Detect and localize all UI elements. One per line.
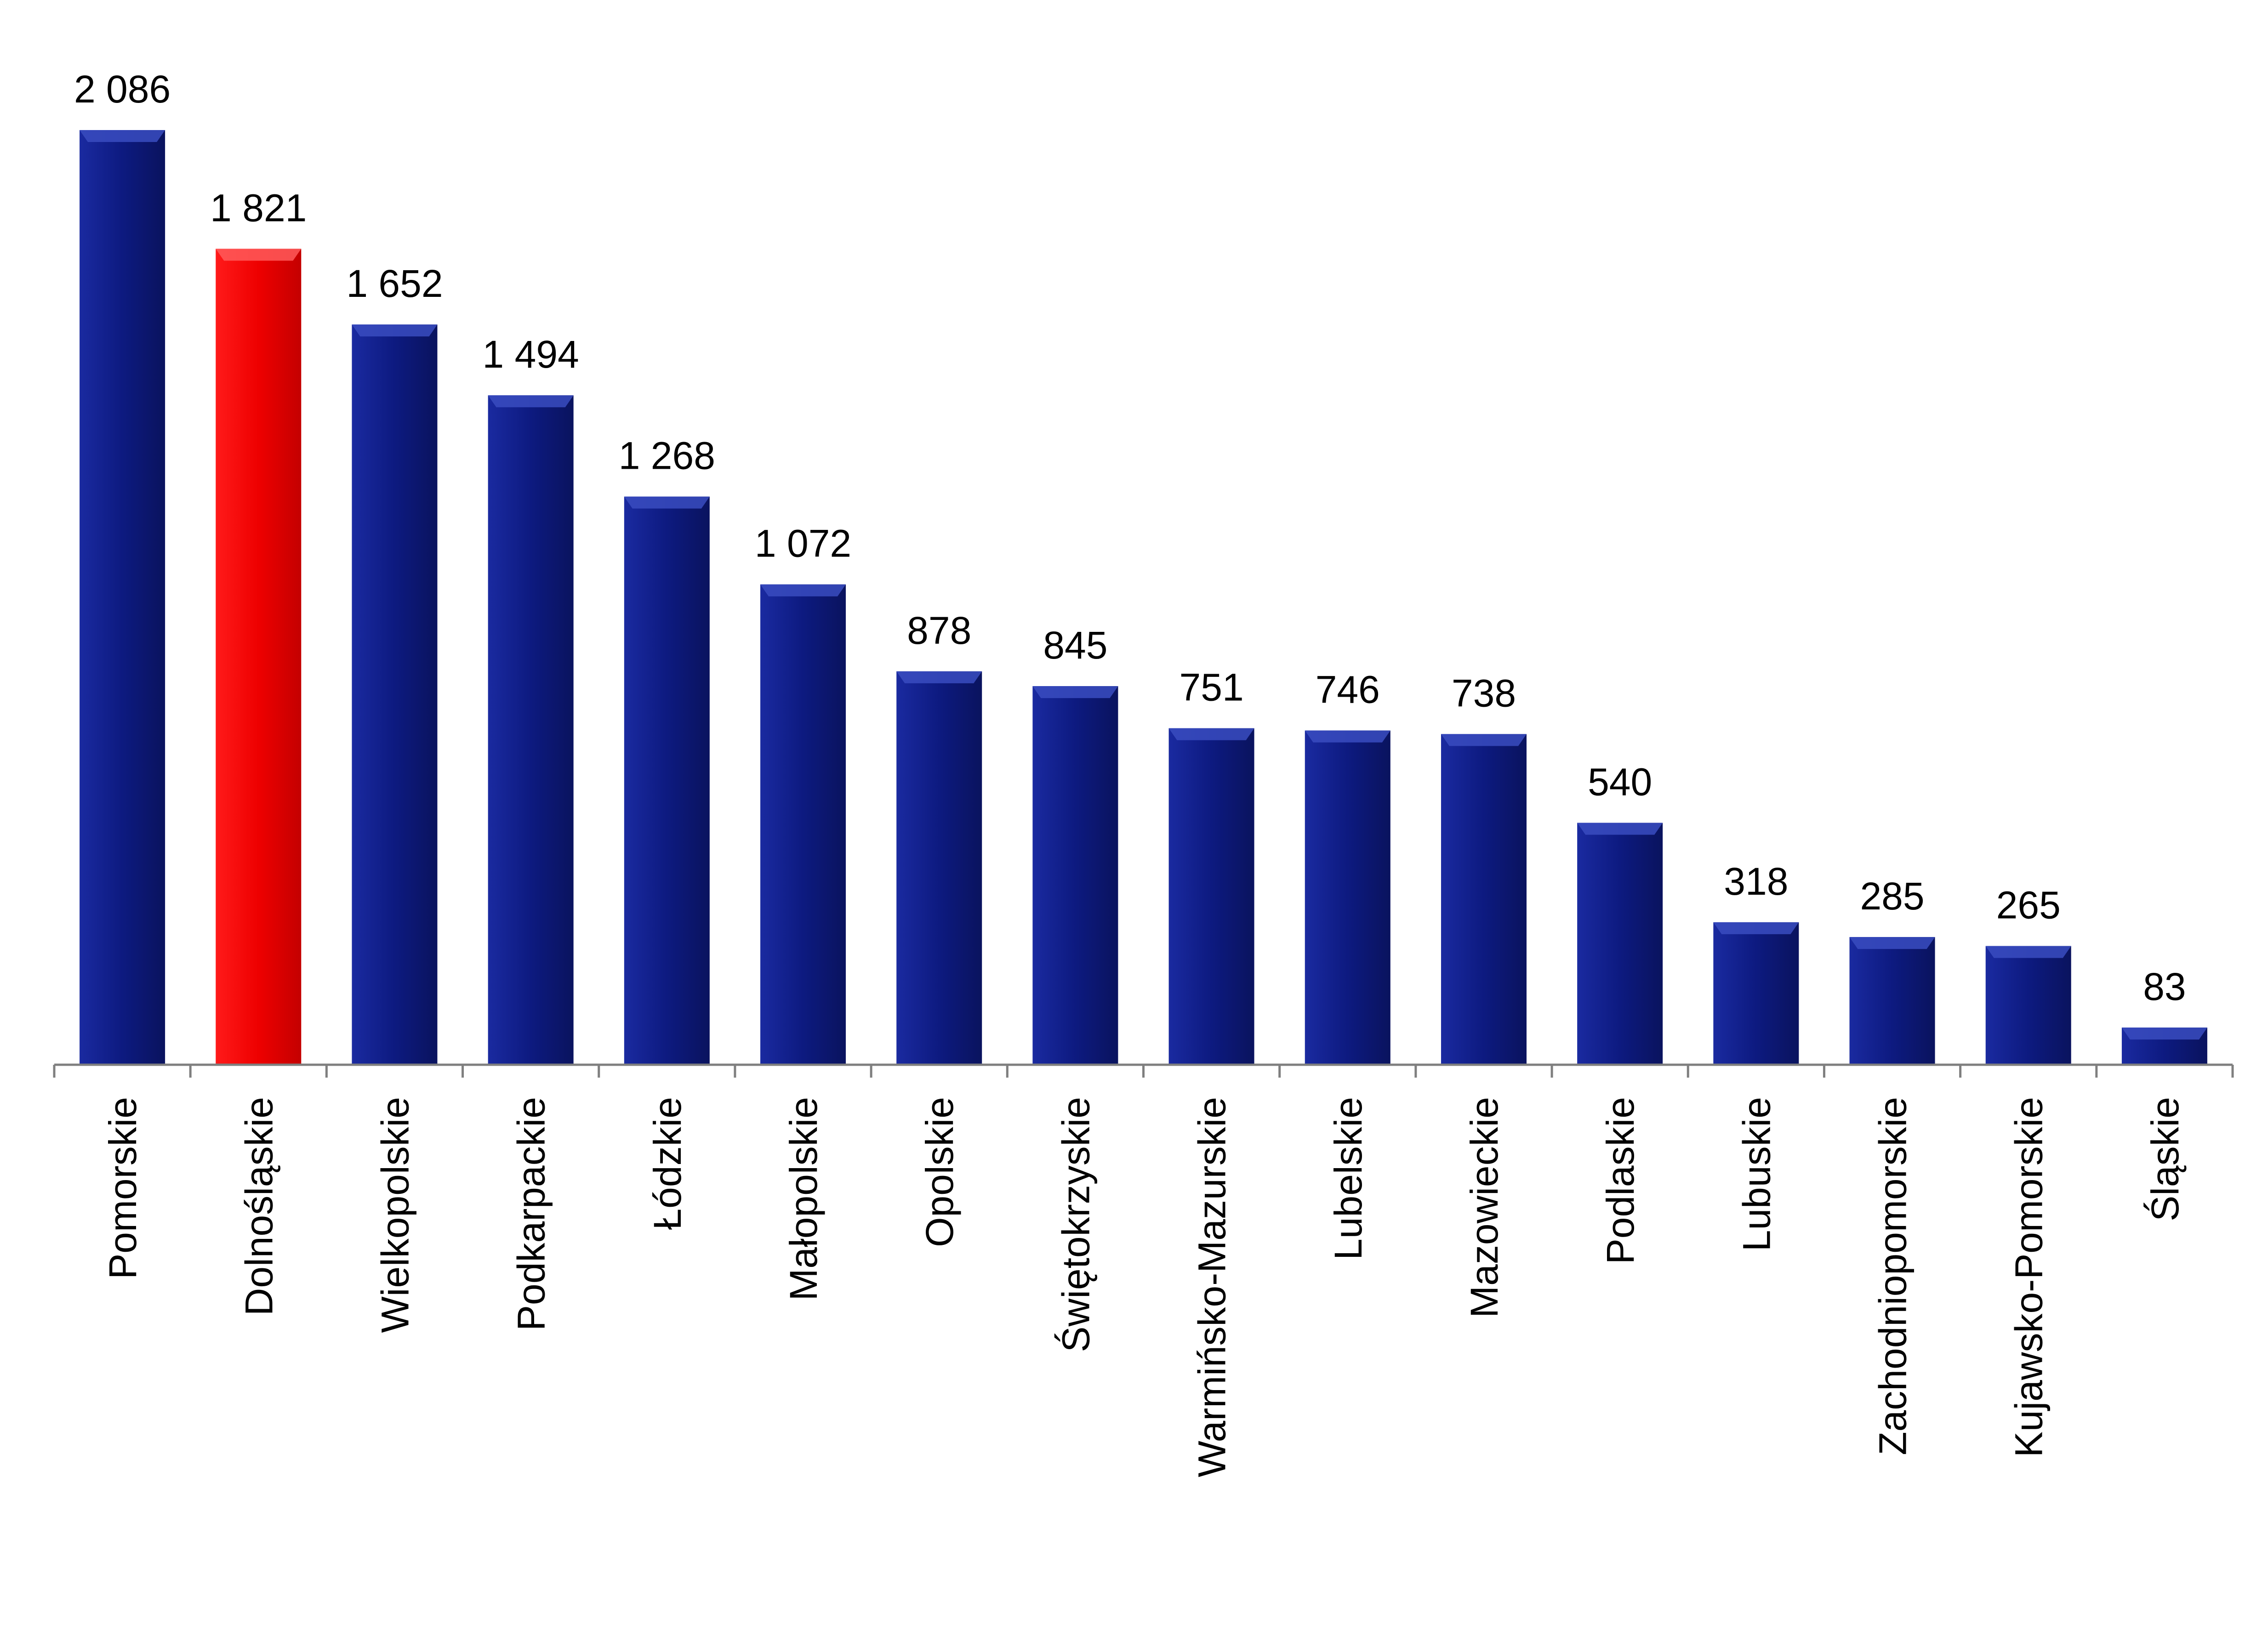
bar-3: [488, 395, 574, 1065]
category-label-11: Podlaskie: [1599, 1097, 1642, 1264]
bar-1: [216, 249, 302, 1065]
value-label-11: 540: [1588, 760, 1652, 803]
value-label-0: 2 086: [74, 68, 171, 111]
category-label-10: Mazowieckie: [1463, 1097, 1506, 1318]
value-label-5: 1 072: [755, 522, 851, 565]
bar-cap-10: [1441, 734, 1527, 746]
bar-cap-6: [896, 671, 982, 683]
bar-cap-0: [80, 130, 165, 142]
category-label-12: Lubuskie: [1735, 1097, 1778, 1251]
category-label-7: Świętokrzyskie: [1054, 1097, 1097, 1352]
category-label-4: Łódzkie: [646, 1097, 689, 1230]
bar-cap-9: [1305, 730, 1390, 743]
bar-10: [1441, 734, 1527, 1065]
x-axis: [53, 1063, 2234, 1078]
bar-14: [1985, 946, 2071, 1065]
bar-cap-13: [1849, 937, 1935, 949]
value-label-4: 1 268: [619, 434, 715, 477]
category-label-1: Dolnośląskie: [237, 1097, 280, 1316]
bar-cap-15: [2121, 1028, 2207, 1040]
bar-12: [1713, 922, 1799, 1065]
category-label-8: Warmińsko-Mazurskie: [1191, 1097, 1234, 1477]
bar-6: [896, 671, 982, 1065]
category-label-13: Zachodniopomorskie: [1871, 1097, 1915, 1455]
bar-2: [352, 324, 438, 1065]
bars-group: [80, 130, 2207, 1065]
value-label-14: 265: [1996, 884, 2061, 927]
category-label-6: Opolskie: [918, 1097, 961, 1247]
bar-cap-2: [352, 324, 438, 337]
bar-cap-5: [760, 584, 846, 596]
category-label-15: Śląskie: [2143, 1097, 2187, 1221]
bar-4: [624, 496, 710, 1065]
category-label-3: Podkarpackie: [510, 1097, 553, 1331]
value-label-1: 1 821: [210, 186, 307, 229]
category-label-9: Lubelskie: [1327, 1097, 1370, 1260]
category-labels-group: Pomorskie Dolnośląskie Wielkopolskie Podkar…: [101, 1097, 2187, 1477]
category-label-2: Wielkopolskie: [373, 1097, 416, 1333]
bar-cap-12: [1713, 922, 1799, 934]
bar-cap-7: [1032, 686, 1118, 698]
bar-cap-11: [1577, 823, 1663, 835]
category-label-5: Małopolskie: [782, 1097, 825, 1301]
bar-cap-4: [624, 496, 710, 509]
value-label-3: 1 494: [483, 333, 579, 376]
value-label-6: 878: [907, 609, 971, 652]
value-label-9: 746: [1316, 668, 1380, 711]
bar-cap-3: [488, 395, 574, 408]
bar-8: [1168, 728, 1254, 1065]
value-label-8: 751: [1180, 666, 1244, 709]
bar-9: [1305, 730, 1390, 1065]
bar-cap-8: [1168, 728, 1254, 740]
bar-cap-14: [1985, 946, 2071, 958]
bar-13: [1849, 937, 1935, 1065]
bar-11: [1577, 823, 1663, 1065]
value-label-10: 738: [1452, 671, 1516, 715]
value-label-7: 845: [1043, 624, 1107, 667]
bar-0: [80, 130, 165, 1065]
category-label-14: Kujawsko-Pomorskie: [2007, 1097, 2051, 1457]
value-label-2: 1 652: [346, 262, 443, 305]
value-label-12: 318: [1724, 860, 1788, 903]
category-label-0: Pomorskie: [101, 1097, 144, 1279]
bar-5: [760, 584, 846, 1065]
bar-cap-1: [216, 249, 302, 261]
value-labels-group: 2 086 1 821 1 652 1 494 1 268 1 072 878 845 751 7…: [74, 68, 2186, 1008]
value-label-15: 83: [2143, 965, 2186, 1008]
value-label-13: 285: [1860, 874, 1924, 918]
bar-7: [1032, 686, 1118, 1065]
